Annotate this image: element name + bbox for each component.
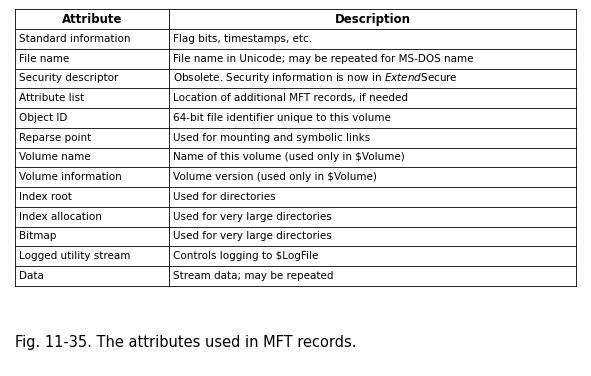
Text: Index root: Index root — [19, 192, 72, 202]
Text: Object ID: Object ID — [19, 113, 67, 123]
Text: Index allocation: Index allocation — [19, 212, 102, 222]
Text: Used for mounting and symbolic links: Used for mounting and symbolic links — [173, 133, 371, 143]
Text: Location of additional MFT records, if needed: Location of additional MFT records, if n… — [173, 93, 408, 103]
Text: Used for very large directories: Used for very large directories — [173, 212, 332, 222]
Text: Used for directories: Used for directories — [173, 192, 276, 202]
Text: Flag bits, timestamps, etc.: Flag bits, timestamps, etc. — [173, 34, 313, 44]
Text: File name in Unicode; may be repeated for MS-DOS name: File name in Unicode; may be repeated fo… — [173, 54, 474, 64]
Text: Description: Description — [335, 13, 411, 26]
Text: Attribute: Attribute — [61, 13, 122, 26]
Text: Data: Data — [19, 271, 44, 281]
Text: Volume version (used only in $Volume): Volume version (used only in $Volume) — [173, 172, 377, 182]
Text: Volume information: Volume information — [19, 172, 122, 182]
Text: Obsolete. Security information is now in $Extend$Secure: Obsolete. Security information is now in… — [173, 71, 458, 85]
Text: Stream data; may be repeated: Stream data; may be repeated — [173, 271, 334, 281]
Text: Controls logging to $LogFile: Controls logging to $LogFile — [173, 251, 319, 261]
Text: Volume name: Volume name — [19, 152, 90, 162]
Text: Attribute list: Attribute list — [19, 93, 84, 103]
Text: Used for very large directories: Used for very large directories — [173, 231, 332, 241]
Text: 64-bit file identifier unique to this volume: 64-bit file identifier unique to this vo… — [173, 113, 391, 123]
Text: Name of this volume (used only in $Volume): Name of this volume (used only in $Volum… — [173, 152, 405, 162]
Text: Bitmap: Bitmap — [19, 231, 56, 241]
Text: Security descriptor: Security descriptor — [19, 73, 118, 83]
Text: File name: File name — [19, 54, 69, 64]
Text: Fig. 11-35. The attributes used in MFT records.: Fig. 11-35. The attributes used in MFT r… — [15, 335, 356, 350]
Text: Logged utility stream: Logged utility stream — [19, 251, 130, 261]
Text: Reparse point: Reparse point — [19, 133, 91, 143]
Text: Standard information: Standard information — [19, 34, 131, 44]
